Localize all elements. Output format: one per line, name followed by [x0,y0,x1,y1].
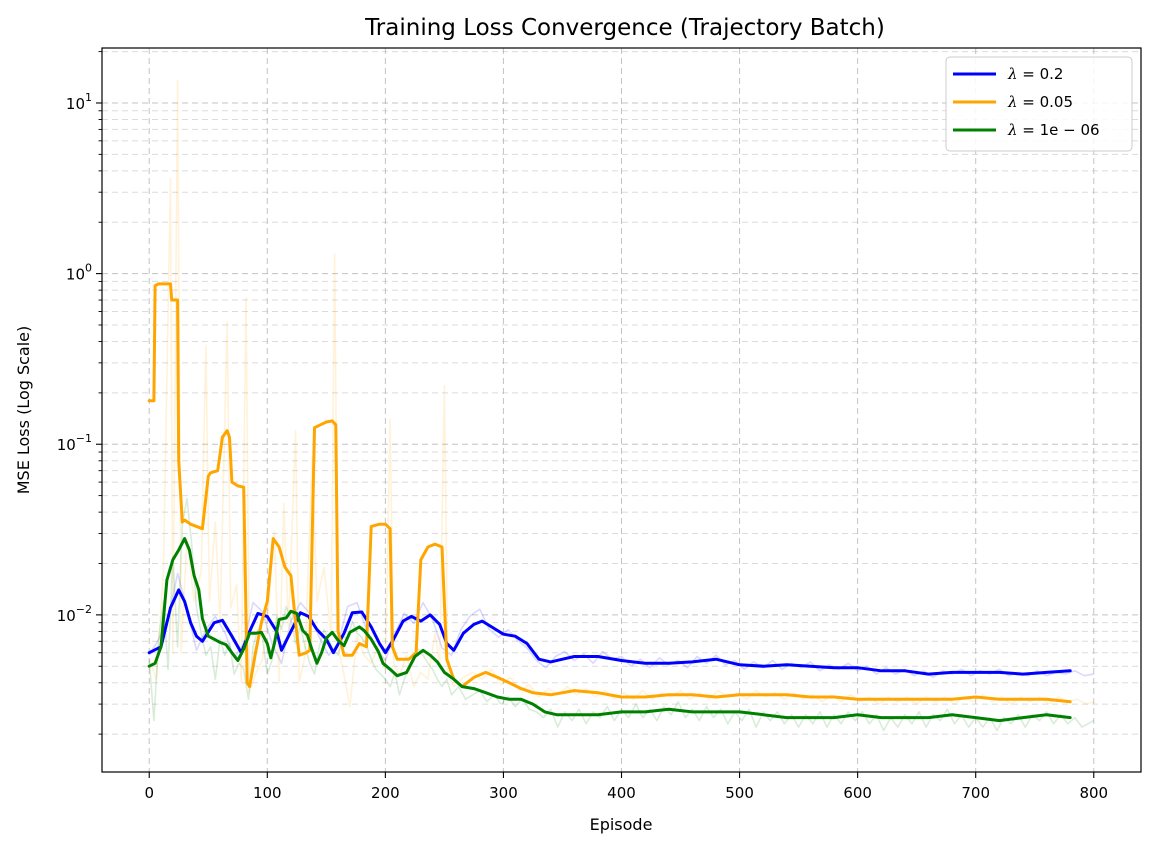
y-tick-label-2: 100 [66,262,92,284]
legend: λ = 0.2 λ = 0.05 λ = 1e − 06 [945,56,1133,152]
y-tick-label-3: 101 [66,91,92,113]
x-tick-label-2: 200 [371,784,400,802]
chart-title: Training Loss Convergence (Trajectory Ba… [364,15,885,41]
y-tick-label-1: 10−1 [57,432,92,454]
series-smoothed-line-1 [147,282,1072,704]
x-axis-label: Episode [590,815,653,834]
grid-lines [102,48,1141,772]
x-tick-label-8: 800 [1079,784,1108,802]
x-tick-label-3: 300 [489,784,518,802]
legend-label-2: λ = 1e − 06 [1007,121,1100,139]
y-axis-ticks: 10−2 10−1 100 101 [57,51,102,735]
legend-label-0: λ = 0.2 [1007,65,1063,83]
legend-box [945,56,1133,152]
x-axis-ticks: 0 100 200 300 400 500 600 700 800 [144,772,1108,802]
legend-label-1: λ = 0.05 [1007,93,1073,111]
x-tick-label-4: 400 [607,784,636,802]
series-smoothed-line-2 [147,537,1072,723]
x-tick-label-7: 700 [961,784,990,802]
x-tick-label-1: 100 [253,784,282,802]
smoothed-series-layer [147,282,1072,723]
x-tick-label-6: 600 [843,784,872,802]
y-axis-label: MSE Loss (Log Scale) [14,326,33,495]
y-tick-label-0: 10−2 [57,603,92,625]
x-tick-label-5: 500 [725,784,754,802]
x-tick-label-0: 0 [144,784,154,802]
series-raw-line-0 [148,572,1094,679]
